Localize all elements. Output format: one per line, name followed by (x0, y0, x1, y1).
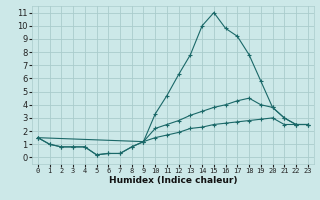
X-axis label: Humidex (Indice chaleur): Humidex (Indice chaleur) (108, 176, 237, 185)
